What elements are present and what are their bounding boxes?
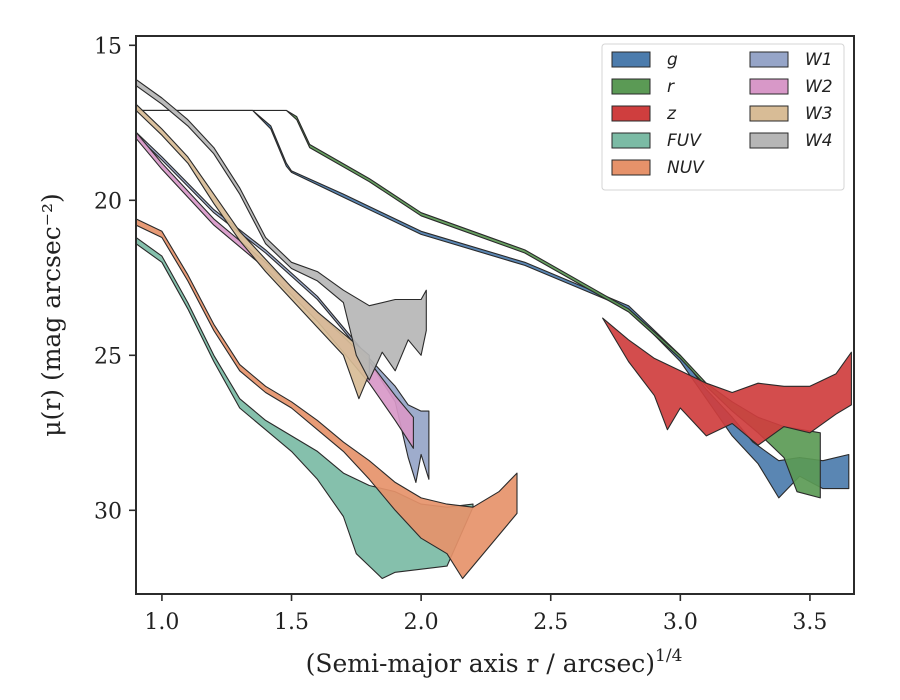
x-axis-label-main: (Semi-major axis r / arcsec) (306, 649, 655, 678)
legend-swatch-w1 (749, 51, 789, 68)
legend-swatch-w3 (749, 105, 789, 122)
y-tick-label: 15 (94, 34, 122, 59)
legend-label-nuv: NUV (667, 158, 705, 178)
band-w3 (136, 103, 370, 400)
legend-swatch-z (611, 105, 651, 122)
legend-label-w3: W3 (805, 104, 833, 124)
legend-label-z: z (666, 104, 677, 124)
y-axis-label: μ(r) (mag arcsec⁻²) (37, 193, 66, 436)
legend-swatch-fuv (611, 132, 651, 149)
plot-frame (135, 35, 855, 595)
x-tick-label: 1.0 (144, 610, 179, 635)
x-tick-label: 1.5 (274, 610, 309, 635)
x-tick-label: 2.0 (404, 610, 439, 635)
legend-swatch-w4 (749, 132, 789, 149)
band-g (136, 109, 850, 499)
x-tick-label: 2.5 (533, 610, 568, 635)
y-tick-label: 30 (94, 499, 122, 524)
y-tick-label: 20 (94, 189, 122, 214)
band-w4 (136, 78, 427, 381)
x-axis-ticks: 1.0 1.5 2.0 2.5 3.0 3.5 (144, 594, 827, 635)
y-axis-ticks: 15 20 25 30 (94, 34, 136, 524)
y-tick-label: 25 (94, 344, 122, 369)
x-axis-label-exponent: 1/4 (655, 646, 682, 666)
profile-bands (136, 78, 852, 580)
band-z (602, 317, 852, 446)
legend-label-r: r (667, 77, 675, 97)
legend-swatch-g (611, 51, 651, 68)
band-r (136, 109, 821, 499)
legend-label-w1: W1 (805, 50, 833, 70)
x-tick-label: 3.5 (792, 610, 827, 635)
legend-label-g: g (667, 50, 678, 70)
x-tick-label: 3.0 (663, 610, 698, 635)
x-axis-label: (Semi-major axis r / arcsec)1/4 (306, 646, 683, 678)
legend-swatch-nuv (611, 159, 651, 176)
legend: grz FUV NUV W1 W2 W3 W4 (601, 43, 845, 191)
legend-label-w2: W2 (805, 77, 833, 97)
legend-label-fuv: FUV (667, 131, 702, 151)
legend-swatch-w2 (749, 78, 789, 95)
legend-label-w4: W4 (805, 131, 833, 151)
band-nuv (136, 218, 518, 580)
legend-swatch-r (611, 78, 651, 95)
